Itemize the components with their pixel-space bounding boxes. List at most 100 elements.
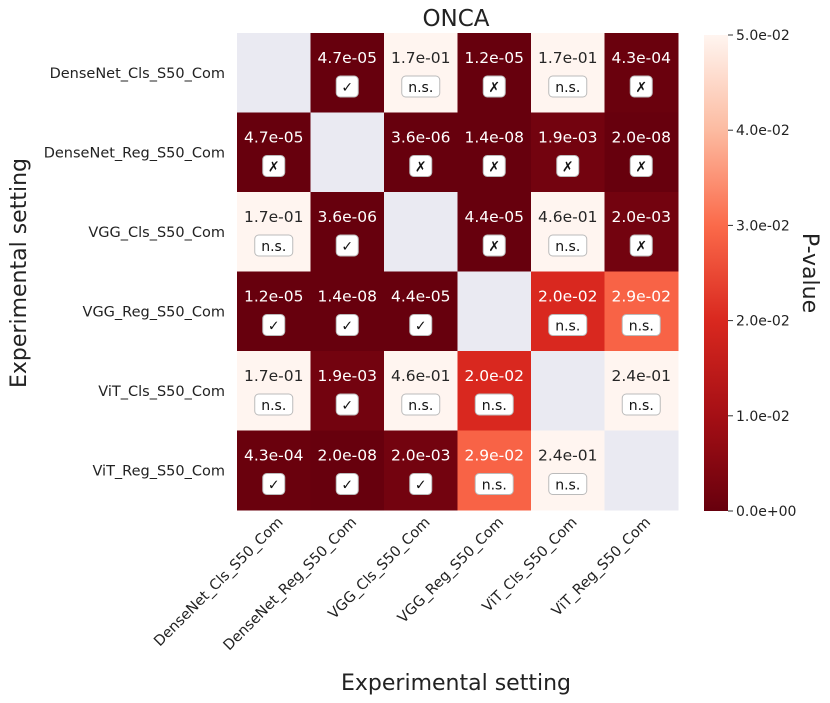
heatmap-cell — [237, 351, 311, 431]
significance-badge — [335, 393, 359, 416]
significance-badge — [482, 75, 506, 98]
significance-badge-text: ✗ — [268, 160, 280, 176]
cell-value-label: 4.6e-01 — [538, 208, 598, 226]
heatmap-cell — [531, 271, 605, 352]
significance-badge — [548, 234, 588, 257]
significance-badge-text: ✗ — [415, 160, 427, 176]
cell-value-label: 4.7e-05 — [317, 49, 377, 67]
cell-value-label: 1.2e-05 — [464, 49, 524, 67]
cell-value-label: 4.4e-05 — [391, 288, 451, 306]
significance-badge-text: ✓ — [341, 239, 353, 255]
significance-badge-text: ✓ — [341, 398, 353, 414]
significance-badge — [409, 314, 433, 336]
cell-value-label: 1.7e-01 — [244, 208, 304, 226]
cell-value-label: 3.6e-06 — [317, 208, 377, 226]
colorbar-tick-label: 4.0e-02 — [736, 123, 790, 139]
cell-value-label: 2.0e-08 — [611, 129, 671, 147]
heatmap-cell — [457, 192, 532, 272]
row-tick-label: ViT_Cls_S50_Com — [98, 384, 225, 400]
chart-title: ONCA — [422, 6, 489, 32]
significance-badge — [262, 314, 286, 336]
significance-badge — [474, 393, 514, 416]
significance-badge-text: n.s. — [555, 478, 580, 494]
significance-badge — [556, 155, 580, 177]
heatmap-cell — [384, 271, 458, 352]
heatmap-cell — [457, 430, 532, 511]
heatmap-cell — [457, 351, 532, 431]
significance-badge — [482, 155, 506, 177]
colorbar — [704, 35, 728, 511]
significance-badge-text: ✓ — [341, 80, 353, 96]
significance-badge — [629, 75, 653, 98]
cell-value-label: 4.4e-05 — [464, 208, 524, 226]
cell-value-label: 3.6e-06 — [391, 129, 451, 147]
significance-badge-text: n.s. — [408, 398, 433, 414]
significance-badge — [254, 234, 294, 257]
colorbar-tick-label: 2.0e-02 — [736, 314, 790, 330]
heatmap-cell — [604, 430, 679, 511]
significance-badge-text: n.s. — [408, 80, 433, 96]
row-tick-label: ViT_Reg_S50_Com — [92, 463, 225, 479]
significance-badge-text: ✗ — [488, 160, 500, 176]
significance-badge — [629, 155, 653, 177]
significance-badge — [474, 473, 514, 495]
cell-value-label: 2.0e-02 — [464, 367, 524, 385]
significance-badge-text: ✗ — [635, 80, 647, 96]
row-tick-label: VGG_Cls_S50_Com — [88, 225, 225, 241]
heatmap-cell — [310, 351, 385, 431]
significance-badge — [548, 473, 588, 495]
significance-badge-text: n.s. — [555, 239, 580, 255]
heatmap-cell — [237, 192, 311, 272]
significance-badge — [335, 314, 359, 336]
cell-value-label: 1.7e-01 — [391, 49, 451, 67]
cell-value-label: 1.7e-01 — [244, 367, 304, 385]
colorbar-label: P-value — [797, 233, 822, 313]
significance-badge — [254, 393, 294, 416]
cell-value-label: 2.0e-02 — [538, 288, 598, 306]
heatmap-cells: 4.7e-05 ✓ 1.7e-01 n.s. 1.2e-05 ✗ 1.7e-01 n.s. 4.… — [237, 33, 679, 511]
row-tick-label: DenseNet_Reg_S50_Com — [44, 145, 225, 161]
heatmap-cell — [604, 33, 679, 113]
significance-badge-text: ✓ — [341, 319, 353, 335]
heatmap-cell — [531, 430, 605, 511]
heatmap-cell — [384, 430, 458, 511]
heatmap-cell — [310, 33, 385, 113]
heatmap-cell — [531, 192, 605, 272]
column-labels: DenseNet_Cls_S50_ComDenseNet_Reg_S50_Com… — [151, 515, 654, 654]
significance-badge — [409, 155, 433, 177]
cell-value-label: 4.3e-04 — [244, 447, 304, 465]
significance-badge — [335, 473, 359, 495]
heatmap-cell — [310, 271, 385, 352]
cell-value-label: 2.9e-02 — [464, 447, 524, 465]
x-axis-label: Experimental setting — [341, 671, 571, 696]
significance-badge-text: n.s. — [261, 398, 286, 414]
heatmap-cell — [384, 192, 458, 272]
heatmap-cell — [457, 112, 532, 193]
y-axis-label: Experimental setting — [7, 158, 32, 388]
row-labels: DenseNet_Cls_S50_Com DenseNet_Reg_S50_Com… — [44, 66, 225, 480]
heatmap-cell — [237, 33, 311, 113]
cell-value-label: 4.6e-01 — [391, 367, 451, 385]
cell-value-label: 1.9e-03 — [538, 129, 598, 147]
significance-badge-text: n.s. — [555, 80, 580, 96]
heatmap-cell — [237, 271, 311, 352]
heatmap-cell — [531, 33, 605, 113]
significance-badge-text: ✓ — [415, 319, 427, 335]
colorbar-tick-label: 0.0e+00 — [736, 504, 796, 520]
significance-badge — [621, 393, 661, 416]
significance-badge-text: n.s. — [482, 478, 507, 494]
colorbar-tick-label: 5.0e-02 — [736, 28, 790, 44]
cell-value-label: 4.3e-04 — [611, 49, 671, 67]
cell-value-label: 1.9e-03 — [317, 367, 377, 385]
significance-badge-text: ✗ — [488, 239, 500, 255]
significance-badge-text: n.s. — [555, 319, 580, 335]
cell-value-label: 1.4e-08 — [464, 129, 524, 147]
significance-badge-text: ✗ — [488, 80, 500, 96]
colorbar-tick-label: 3.0e-02 — [736, 218, 790, 234]
significance-badge-text: ✓ — [415, 478, 427, 494]
heatmap-cell — [384, 112, 458, 193]
cell-value-label: 1.2e-05 — [244, 288, 304, 306]
column-tick-label: DenseNet_Reg_S50_Com — [221, 515, 360, 654]
row-tick-label: VGG_Reg_S50_Com — [83, 304, 225, 320]
